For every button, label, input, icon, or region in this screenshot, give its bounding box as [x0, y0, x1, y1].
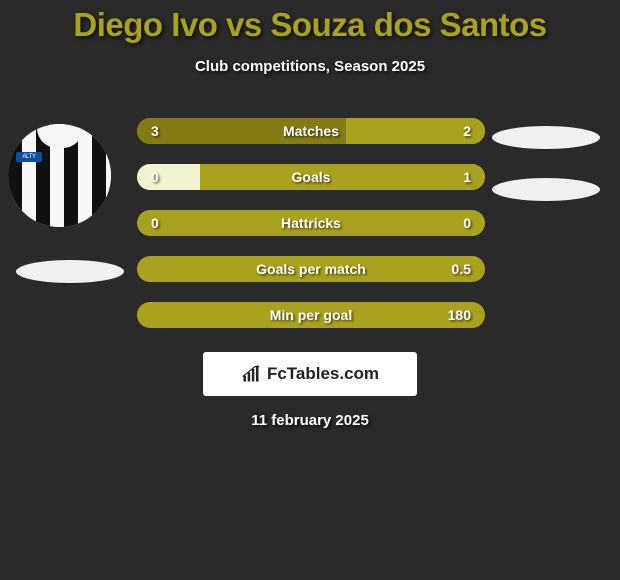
stat-label: Matches [137, 118, 485, 144]
stat-right-value: 2 [463, 118, 471, 144]
stat-right-value: 0.5 [452, 256, 471, 282]
comparison-infographic: Diego Ivo vs Souza dos Santos Club compe… [0, 0, 620, 580]
brand-text: FcTables.com [267, 364, 379, 384]
stat-row: 3Matches2 [137, 118, 485, 144]
brand-badge: FcTables.com [203, 352, 417, 396]
stat-right-value: 180 [448, 302, 471, 328]
jersey-badge-icon: ALTY [16, 152, 42, 162]
stat-label: Goals [137, 164, 485, 190]
stat-right-value: 1 [463, 164, 471, 190]
stat-label: Min per goal [137, 302, 485, 328]
player-right-base2-icon [492, 178, 600, 201]
player-left-base-icon [16, 260, 124, 283]
stat-row: 0Goals1 [137, 164, 485, 190]
stat-label: Hattricks [137, 210, 485, 236]
player-right-base-icon [492, 126, 600, 149]
stat-row: 0Hattricks0 [137, 210, 485, 236]
stat-row: Goals per match0.5 [137, 256, 485, 282]
stat-label: Goals per match [137, 256, 485, 282]
stat-right-value: 0 [463, 210, 471, 236]
page-subtitle: Club competitions, Season 2025 [0, 58, 620, 75]
stat-row: Min per goal180 [137, 302, 485, 328]
bar-chart-icon [241, 364, 261, 384]
player-left-avatar: ALTY [8, 124, 111, 227]
page-date: 11 february 2025 [0, 412, 620, 429]
page-title: Diego Ivo vs Souza dos Santos [0, 0, 620, 44]
stats-chart: 3Matches20Goals10Hattricks0Goals per mat… [137, 118, 485, 348]
